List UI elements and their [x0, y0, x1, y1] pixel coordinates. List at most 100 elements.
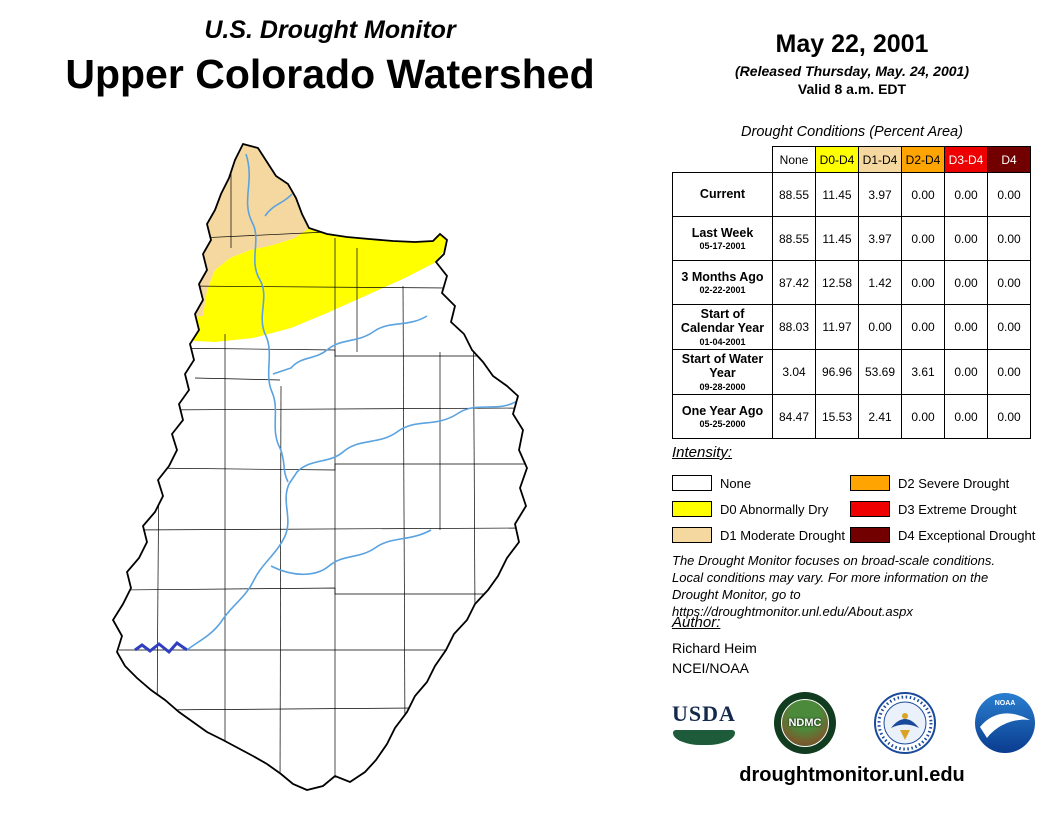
row-label: Start of Calendar Year 01-04-2001	[672, 303, 773, 351]
value-cell: 3.97	[858, 172, 902, 217]
legend-swatch	[672, 501, 712, 517]
disclaimer-line: The Drought Monitor focuses on broad-sca…	[672, 553, 996, 568]
legend-label: D1 Moderate Drought	[720, 527, 846, 543]
value-cell: 0.00	[944, 172, 988, 217]
column-header-d4: D4	[987, 146, 1031, 173]
legend-item: D4 Exceptional Drought	[850, 522, 1044, 548]
value-cell: 11.97	[815, 303, 859, 351]
column-header-none: None	[772, 146, 816, 173]
table-header-row: None D0-D4 D1-D4 D2-D4 D3-D4 D4	[672, 146, 1031, 173]
value-cell: 88.55	[772, 216, 816, 261]
value-cell: 96.96	[815, 349, 859, 396]
value-cell: 0.00	[987, 349, 1031, 396]
column-header-d3-d4: D3-D4	[944, 146, 988, 173]
value-cell: 53.69	[858, 349, 902, 396]
value-cell: 0.00	[901, 216, 945, 261]
legend-item: D0 Abnormally Dry	[672, 496, 850, 522]
river-paths	[186, 153, 520, 651]
title-block: U.S. Drought Monitor Upper Colorado Wate…	[0, 16, 660, 98]
release-date: (Released Thursday, May. 24, 2001)	[735, 63, 969, 79]
table-row: Current 88.55 11.45 3.97 0.00 0.00 0.00	[672, 172, 1031, 217]
legend-label: D3 Extreme Drought	[898, 501, 1017, 517]
row-label: One Year Ago 05-25-2000	[672, 394, 773, 440]
valid-time: Valid 8 a.m. EDT	[797, 81, 907, 97]
commerce-seal-icon	[873, 692, 936, 754]
value-cell: 0.00	[944, 303, 988, 351]
value-cell: 11.45	[815, 216, 859, 261]
value-cell: 0.00	[901, 394, 945, 440]
map-date: May 22, 2001	[775, 30, 929, 58]
table-row: Start of Water Year 09-28-2000 3.04 96.96 53…	[672, 349, 1031, 396]
author-name: Richard Heim	[672, 640, 757, 656]
table-title: Drought Conditions (Percent Area)	[741, 124, 963, 140]
value-cell: 0.00	[858, 303, 902, 351]
basin-outline	[111, 142, 528, 791]
table-row: One Year Ago 05-25-2000 84.47 15.53 2.41 0.00…	[672, 394, 1031, 440]
value-cell: 84.47	[772, 394, 816, 440]
value-cell: 0.00	[901, 260, 945, 305]
value-cell: 0.00	[944, 394, 988, 440]
intensity-legend: Intensity: None D0 Abnormally Dry D1 Moder…	[672, 444, 1044, 548]
author-org: NCEI/NOAA	[672, 660, 750, 676]
noaa-logo-icon: NOAA	[974, 692, 1036, 754]
legend-swatch	[850, 527, 890, 543]
column-header-d2-d4: D2-D4	[901, 146, 945, 173]
disclaimer-text: The Drought Monitor focuses on broad-sca…	[672, 552, 1044, 621]
value-cell: 12.58	[815, 260, 859, 305]
value-cell: 0.00	[987, 303, 1031, 351]
ndmc-logo-inner: NDMC	[780, 699, 829, 747]
usda-logo-swoosh	[672, 730, 735, 745]
date-block: May 22, 2001 (Released Thursday, May. 24…	[664, 30, 1040, 97]
usda-logo-text: USDA	[672, 701, 736, 726]
ndmc-logo: NDMC	[773, 692, 836, 754]
legend-swatch	[672, 527, 712, 543]
row-label: Start of Water Year 09-28-2000	[672, 349, 773, 396]
usda-logo: USDA	[672, 701, 736, 745]
column-header-d1-d4: D1-D4	[858, 146, 902, 173]
row-label: 3 Months Ago 02-22-2001	[672, 260, 773, 305]
legend-label: D0 Abnormally Dry	[720, 501, 829, 517]
table-corner	[672, 146, 773, 173]
legend-item: None	[672, 470, 850, 496]
report-title: U.S. Drought Monitor	[204, 16, 456, 44]
legend-swatch	[672, 475, 712, 491]
legend-items: None D0 Abnormally Dry D1 Moderate Drought…	[672, 470, 1044, 548]
value-cell: 11.45	[815, 172, 859, 217]
value-cell: 87.42	[772, 260, 816, 305]
ndmc-logo-text: NDMC	[788, 717, 822, 729]
value-cell: 0.00	[944, 260, 988, 305]
table-body: Current 88.55 11.45 3.97 0.00 0.00 0.00 Last We…	[672, 172, 1031, 440]
disclaimer-line: Drought Monitor, go to https://droughtmo…	[672, 587, 913, 620]
watershed-map	[111, 142, 528, 791]
footer-url: droughtmonitor.unl.edu	[739, 764, 965, 786]
table-row: 3 Months Ago 02-22-2001 87.42 12.58 1.42 0.00…	[672, 260, 1031, 305]
value-cell: 2.41	[858, 394, 902, 440]
legend-label: D2 Severe Drought	[898, 475, 1010, 491]
region-title: Upper Colorado Watershed	[65, 51, 595, 97]
lake-powell	[134, 641, 188, 655]
agency-logos: USDA NDMC	[668, 692, 1040, 754]
legend-swatch	[850, 501, 890, 517]
legend-item: D2 Severe Drought	[850, 470, 1044, 496]
value-cell: 88.03	[772, 303, 816, 351]
value-cell: 15.53	[815, 394, 859, 440]
value-cell: 3.97	[858, 216, 902, 261]
legend-swatch	[850, 475, 890, 491]
legend-item: D3 Extreme Drought	[850, 496, 1044, 522]
value-cell: 0.00	[987, 172, 1031, 217]
table-row: Start of Calendar Year 01-04-2001 88.03 11.…	[672, 303, 1031, 351]
legend-title: Intensity:	[672, 444, 733, 461]
row-label: Current	[672, 172, 773, 217]
column-header-d0-d4: D0-D4	[815, 146, 859, 173]
value-cell: 0.00	[944, 216, 988, 261]
disclaimer-line: Local conditions may vary. For more info…	[672, 570, 989, 586]
legend-label: D4 Exceptional Drought	[898, 527, 1036, 543]
value-cell: 3.61	[901, 349, 945, 396]
legend-item: D1 Moderate Drought	[672, 522, 850, 548]
value-cell: 88.55	[772, 172, 816, 217]
legend-label: None	[720, 475, 752, 491]
value-cell: 0.00	[944, 349, 988, 396]
value-cell: 0.00	[901, 172, 945, 217]
value-cell: 0.00	[987, 394, 1031, 440]
